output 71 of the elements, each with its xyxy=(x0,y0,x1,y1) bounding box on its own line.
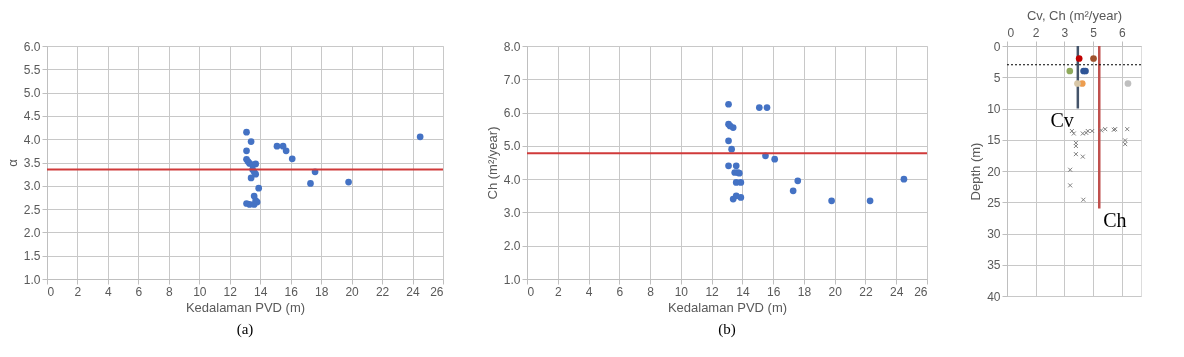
x-tick-label: 6 xyxy=(135,284,143,299)
x-tick-label: 8 xyxy=(647,284,655,299)
y-tick-label: 4.5 xyxy=(23,109,41,124)
y-tick-label: 2.5 xyxy=(23,202,41,217)
y-tick-label: 7.0 xyxy=(503,72,521,87)
x-tick-label: 2 xyxy=(554,284,562,299)
y-tick-label: 5.5 xyxy=(23,62,41,77)
x-tick-label: 2 xyxy=(1032,25,1040,40)
x-tick-label: 0 xyxy=(47,284,55,299)
x-tick-label: 12 xyxy=(705,284,720,299)
y-tick-label: 2.0 xyxy=(503,239,521,254)
x-tick-label: 6 xyxy=(616,284,624,299)
y-axis-title: α xyxy=(4,158,20,167)
x-tick-label: 18 xyxy=(797,284,812,299)
x-axis-title: Cv, Ch (m²/year) xyxy=(1026,7,1123,23)
text: (a) xyxy=(236,321,254,338)
x-tick-label: 20 xyxy=(828,284,843,299)
annotation: Ch xyxy=(1103,208,1127,231)
y-tick-label: 4.0 xyxy=(503,172,521,187)
x-tick-label: 22 xyxy=(859,284,873,299)
y-tick-label: 4.0 xyxy=(23,132,41,147)
annotation: Cv xyxy=(1050,108,1074,131)
x-tick-label: 8 xyxy=(166,284,173,299)
x-axis-title: Kedalaman PVD (m) xyxy=(185,299,306,315)
x-tick-label: 4 xyxy=(105,284,113,299)
y-tick-label: 3.0 xyxy=(503,205,521,220)
y-axis-title: Depth (m) xyxy=(968,142,984,201)
y-tick-label: 1.0 xyxy=(23,272,41,287)
y-tick-label: 15 xyxy=(987,133,1001,148)
y-tick-label: 5 xyxy=(993,70,1001,85)
x-tick-label: 10 xyxy=(674,284,689,299)
x-tick-label: 18 xyxy=(314,284,329,299)
x-tick-label: 14 xyxy=(736,284,750,299)
x-tick-label: 20 xyxy=(345,284,360,299)
y-axis-title: Ch (m²/year) xyxy=(484,126,500,200)
y-tick-label: 5.0 xyxy=(503,139,521,154)
y-tick-label: 40 xyxy=(987,289,1001,304)
x-tick-label: 10 xyxy=(193,284,207,299)
y-tick-label: 5.0 xyxy=(23,86,41,101)
x-tick-label: 6 xyxy=(1119,25,1127,40)
y-tick-label: 3.0 xyxy=(23,179,41,194)
y-tick-label: 25 xyxy=(987,195,1001,210)
y-tick-label: 1.0 xyxy=(503,272,521,287)
y-tick-label: 1.5 xyxy=(23,249,41,264)
x-tick-label: 5 xyxy=(1090,25,1098,40)
x-tick-label: 4 xyxy=(585,284,593,299)
y-tick-label: 10 xyxy=(987,102,1001,116)
x-tick-label: 24 xyxy=(406,284,421,299)
y-tick-label: 8.0 xyxy=(503,39,521,54)
x-tick-label: 0 xyxy=(1007,25,1015,40)
text: (b) xyxy=(718,321,736,338)
x-tick-label: 14 xyxy=(254,284,268,299)
y-tick-label: 2.0 xyxy=(23,225,41,240)
x-tick-label: 0 xyxy=(527,284,535,299)
x-tick-label: 16 xyxy=(766,284,781,299)
x-tick-label: 26 xyxy=(914,284,928,299)
x-tick-label: 24 xyxy=(890,284,904,299)
y-tick-label: 20 xyxy=(987,164,1001,179)
y-tick-label: 6.0 xyxy=(503,106,521,121)
x-axis-title: Kedalaman PVD (m) xyxy=(667,299,788,315)
x-tick-label: 12 xyxy=(223,284,238,299)
x-tick-label: 2 xyxy=(74,284,82,299)
y-tick-label: 6.0 xyxy=(23,39,41,54)
x-tick-label: 16 xyxy=(284,284,299,299)
x-tick-label: 22 xyxy=(375,284,390,299)
y-tick-label: 0 xyxy=(993,39,1001,54)
x-tick-label: 26 xyxy=(430,284,444,299)
x-tick-label: 3 xyxy=(1061,25,1069,40)
y-tick-label: 3.5 xyxy=(23,156,41,170)
y-tick-label: 30 xyxy=(987,227,1001,241)
y-tick-label: 35 xyxy=(987,258,1001,273)
